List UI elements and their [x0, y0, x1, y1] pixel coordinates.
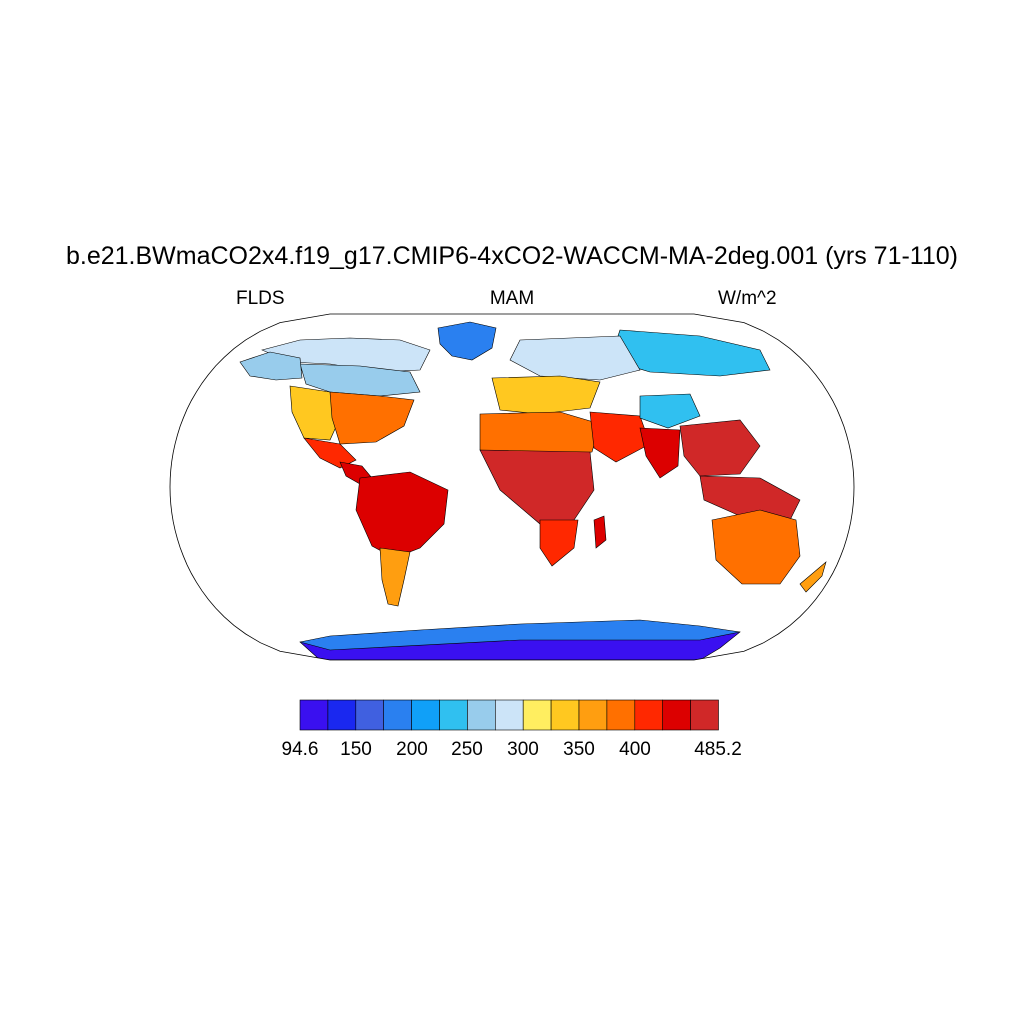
colorbar-label: 150: [340, 739, 372, 760]
colorbar-label: 200: [396, 739, 428, 760]
map-title: b.e21.BWmaCO2x4.f19_g17.CMIP6-4xCO2-WACC…: [66, 242, 958, 270]
colorbar-box: [439, 699, 468, 731]
colorbar-box: [299, 699, 329, 731]
region-northern-canada: [299, 363, 421, 397]
colorbar-box: [383, 699, 412, 731]
region-southern-south-america: [379, 547, 411, 607]
colorbar-label: 350: [563, 739, 595, 760]
colorbar-label: 94.6: [282, 739, 319, 760]
region-arctic-canada: [261, 337, 431, 373]
map-field: [239, 321, 827, 660]
region-greenland: [437, 321, 497, 361]
colorbar-box: [606, 699, 636, 731]
colorbar-box: [634, 699, 663, 731]
colorbar-label: 485.2: [694, 739, 742, 760]
region-antarctica-coast: [299, 619, 741, 651]
colorbar-box: [355, 699, 384, 731]
region-europe: [491, 375, 601, 415]
region-new-zealand: [799, 561, 827, 593]
region-alaska: [239, 351, 303, 381]
colorbar-label: 300: [507, 739, 539, 760]
colorbar-box: [467, 699, 496, 731]
region-tibetan-plateau: [639, 393, 701, 429]
colorbar-box: [578, 699, 608, 731]
variable-label: FLDS: [236, 288, 285, 309]
colorbar-box: [327, 699, 357, 731]
colorbar-box: [690, 699, 719, 731]
colorbar-box: [550, 699, 580, 731]
season-label: MAM: [489, 288, 535, 309]
region-eastern-us: [329, 391, 415, 445]
colorbar-label: 250: [451, 739, 483, 760]
region-southeast-asia: [679, 419, 761, 477]
region-amazon: [355, 471, 449, 559]
colorbar-box: [411, 699, 440, 731]
colorbar-box: [662, 699, 691, 731]
region-northern-eurasia: [509, 335, 641, 381]
region-arabia: [589, 411, 651, 463]
colorbar-box: [522, 699, 552, 731]
units-label: W/m^2: [718, 288, 777, 309]
colorbar-label: 400: [619, 739, 651, 760]
region-india: [639, 427, 681, 479]
region-madagascar: [593, 515, 607, 549]
map-boundary: [169, 313, 855, 661]
region-southern-africa: [539, 519, 579, 567]
colorbar-box: [494, 699, 524, 731]
region-australia: [711, 509, 801, 585]
